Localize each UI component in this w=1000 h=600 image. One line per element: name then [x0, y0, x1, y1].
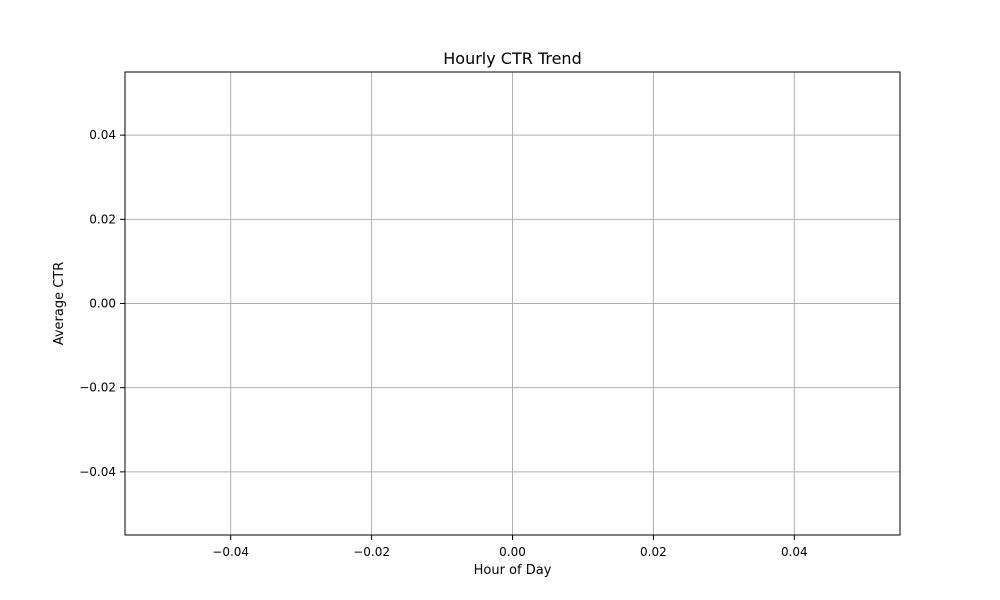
- y-axis-label: Average CTR: [52, 262, 67, 346]
- grid-lines: [125, 72, 900, 535]
- y-tick-label: −0.04: [79, 465, 116, 479]
- x-axis-ticks: −0.04 −0.02 0.00 0.02 0.04: [212, 535, 808, 559]
- chart-title: Hourly CTR Trend: [443, 49, 581, 68]
- x-axis-label: Hour of Day: [474, 563, 552, 578]
- y-tick-label: 0.04: [89, 128, 116, 142]
- x-tick-label: −0.04: [212, 545, 249, 559]
- x-tick-label: 0.02: [640, 545, 667, 559]
- y-axis-ticks: −0.04 −0.02 0.00 0.02 0.04: [79, 128, 125, 479]
- y-tick-label: 0.00: [89, 297, 116, 311]
- x-tick-label: 0.00: [499, 545, 526, 559]
- y-tick-label: −0.02: [79, 381, 116, 395]
- y-tick-label: 0.02: [89, 212, 116, 226]
- x-tick-label: 0.04: [781, 545, 808, 559]
- x-tick-label: −0.02: [353, 545, 390, 559]
